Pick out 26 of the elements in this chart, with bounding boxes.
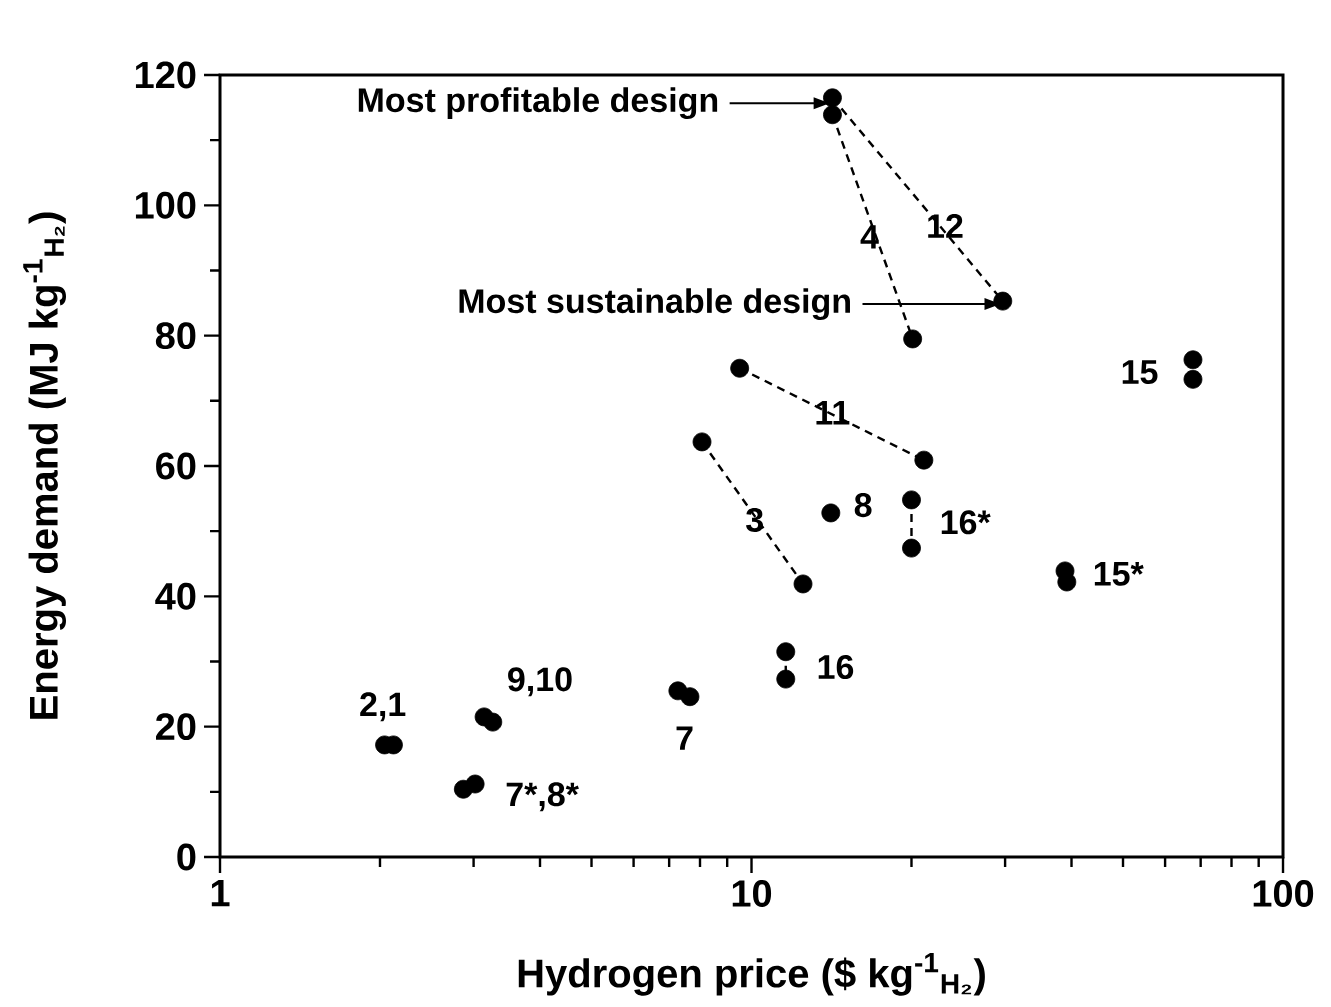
annotation: 9,10 — [508, 667, 572, 697]
annotation: 16 — [818, 654, 854, 680]
y-tick-label: 60 — [156, 452, 196, 480]
annotation: 7*,8* — [506, 782, 579, 812]
x-tick-label: 100 — [1253, 880, 1314, 907]
y-tick-label: 100 — [135, 191, 196, 219]
annotation: Most sustainable design — [459, 288, 850, 321]
annotation: 15* — [1094, 562, 1144, 586]
y-tick-label: 20 — [156, 713, 196, 741]
y-tick-label: 40 — [155, 582, 196, 610]
annotation: 8 — [854, 493, 872, 518]
annotation: Most profitable design — [358, 87, 718, 120]
y-tick-label: 80 — [155, 322, 196, 350]
y-axis-title: Energy demand (MJ kg$^{-1}$$_{H₂}$) — [23, 212, 67, 719]
y-tick-label: 120 — [135, 61, 196, 89]
annotation: 4 — [860, 225, 879, 249]
x-tick-label: 10 — [732, 880, 772, 907]
annotation: 15 — [1122, 360, 1158, 385]
annotation: 7 — [676, 726, 693, 750]
y-tick-label: 0 — [177, 843, 196, 871]
annotation: 16* — [941, 510, 991, 535]
annotation: 12 — [928, 214, 963, 238]
annotation: 11 — [816, 401, 850, 425]
x-axis-title: Hydrogen price ($ kg$^{-1}$$_{H₂}$) — [518, 952, 985, 996]
annotation: 2,1 — [360, 692, 406, 722]
x-tick-label: 1 — [211, 880, 230, 907]
